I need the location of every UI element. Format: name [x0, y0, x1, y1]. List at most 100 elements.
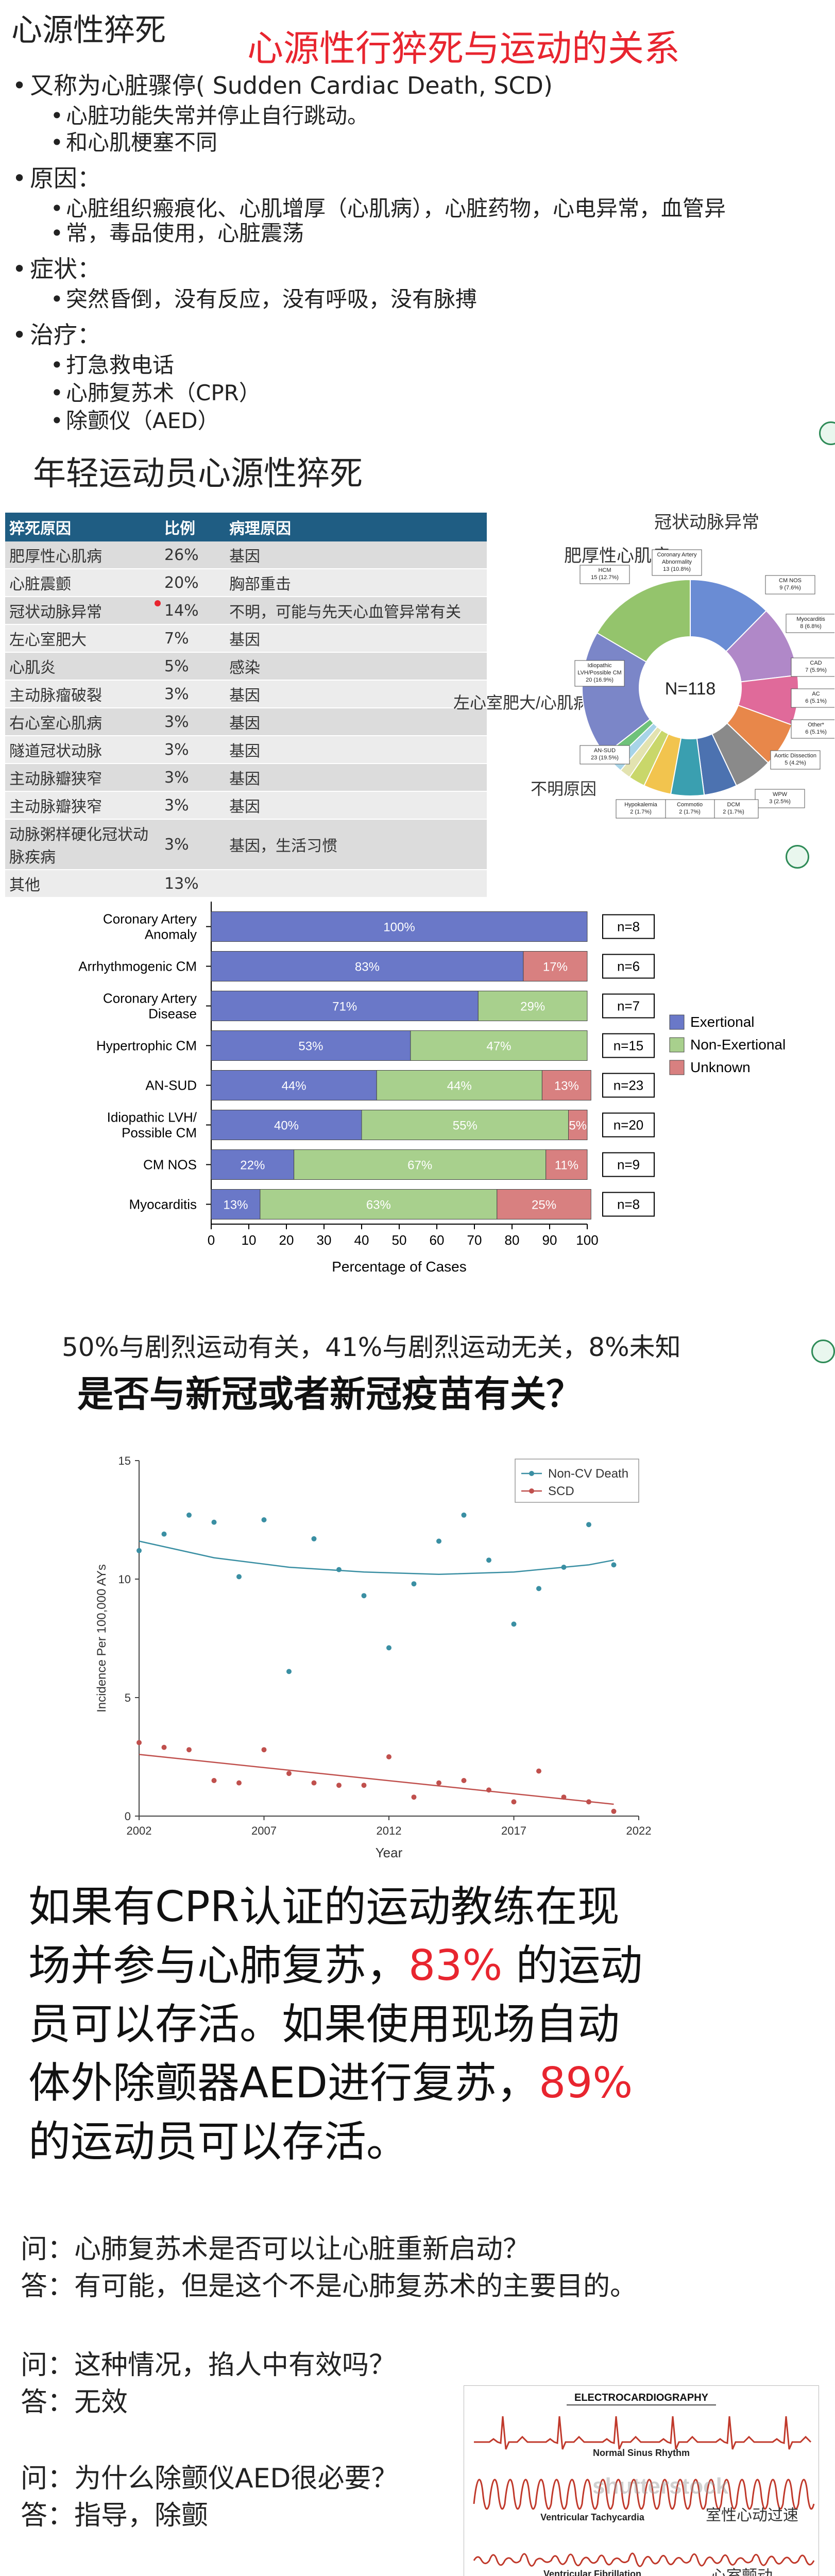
- cell: 肥厚性心肌病: [5, 541, 160, 569]
- x-tick-label: 2002: [127, 1824, 152, 1837]
- x-tick-label: 30: [317, 1232, 332, 1248]
- cell: 右心室心肌病: [5, 708, 160, 736]
- stacked-bar-chart: 0 10 20 30 40 50 60 70 80 90 100 Percentage of Case…: [78, 902, 786, 1275]
- scatter-point: [137, 1548, 142, 1553]
- pie-label-text: DCM: [727, 802, 740, 808]
- pie-label-text: 23 (19.5%): [591, 755, 619, 761]
- cpr-line: 场并参与心肺复苏，83% 的运动: [28, 1937, 832, 1995]
- red-dot-marker: [155, 600, 161, 606]
- pie-label-text: 7 (5.9%): [805, 667, 827, 673]
- legend-label: SCD: [548, 1484, 574, 1498]
- y-tick-label: 0: [125, 1810, 131, 1823]
- cpr-line: 体外除颤器AED进行复苏，89%: [28, 2054, 832, 2113]
- pie-label-text: Abnormality: [662, 559, 692, 565]
- scatter-point: [561, 1565, 567, 1570]
- cell: 20%: [160, 569, 225, 597]
- n-label: n=9: [617, 1157, 640, 1173]
- scatter-point: [261, 1747, 267, 1753]
- column-header: 猝死原因: [5, 513, 160, 541]
- n-label: n=20: [614, 1117, 644, 1133]
- bar-data-label: 5%: [569, 1119, 587, 1133]
- ecg-row-label: Ventricular Fibrillation: [543, 2569, 641, 2576]
- pie-label-text: HCM: [598, 567, 611, 573]
- bar-segment: [568, 1110, 588, 1140]
- qa-answer: 答：有可能，但是这个不是心肺复苏术的主要目的。: [21, 2271, 637, 2302]
- table-row: 动脉粥样硬化冠状动脉疾病 3% 基因，生活习惯: [5, 819, 487, 870]
- category-label: AN-SUD: [145, 1078, 197, 1093]
- bar-data-label: 17%: [543, 960, 568, 974]
- trend-line: [139, 1754, 614, 1805]
- pie-center-label: N=118: [665, 679, 716, 699]
- x-tick-label: 2017: [501, 1824, 526, 1837]
- cpr-line: 员可以存活。如果使用现场自动: [28, 2000, 620, 2049]
- pie-label-text: Coronary Artery: [657, 552, 697, 558]
- cell: 3%: [160, 791, 225, 820]
- table-row: 主动脉瘤破裂 3% 基因: [5, 680, 487, 708]
- ecg-trace-vf: [473, 2552, 815, 2567]
- cell: 心脏震颤: [5, 569, 160, 597]
- cell: 14%: [160, 597, 225, 625]
- y-axis-label: Incidence Per 100,000 AYs: [95, 1564, 109, 1713]
- pie-handwritten-left: 肥厚性心肌病: [564, 546, 669, 566]
- bar-data-label: 44%: [282, 1079, 306, 1093]
- column-header: 病理原因: [225, 513, 487, 541]
- pie-label-text: 9 (7.6%): [779, 585, 801, 591]
- cpr-line: 如果有CPR认证的运动教练在现: [28, 1883, 620, 1931]
- scatter-point: [161, 1531, 167, 1537]
- pie-chart: 冠状动脉异常 肥厚性心肌病 左心室肥大/心肌病 不明原因 N=118 HCM15…: [453, 513, 834, 819]
- scatter-point: [336, 1567, 342, 1572]
- table-row: 冠状动脉异常 14% 不明，可能与先天心血管异常有关: [5, 597, 487, 625]
- pie-label-text: Hypokalemia: [624, 802, 657, 808]
- slide-nav-icon[interactable]: [819, 421, 835, 445]
- trend-line: [139, 1540, 614, 1575]
- pie-label-box: [616, 799, 666, 819]
- bar-segment: [523, 951, 588, 981]
- pie-label-box: [770, 750, 821, 770]
- category-label: Anomaly: [145, 927, 197, 942]
- x-tick-label: 20: [279, 1232, 294, 1248]
- cell: 基因: [225, 541, 487, 569]
- bar-data-label: 25%: [532, 1198, 556, 1212]
- cell: 主动脉瓣狭窄: [5, 764, 160, 792]
- cell: 隧道冠状动脉: [5, 736, 160, 764]
- bar-data-label: 53%: [298, 1040, 323, 1054]
- pie-label-box: [580, 565, 630, 584]
- n-label: n=8: [617, 1197, 640, 1212]
- sub-bullet: 突然昏倒，没有反应，没有呼吸，没有脉搏: [50, 286, 477, 312]
- scatter-point: [411, 1794, 417, 1800]
- scatter-point: [236, 1574, 242, 1580]
- qa-answer: 答：指导，除颤: [21, 2500, 209, 2531]
- young-athletes-title: 年轻运动员心源性猝死: [33, 455, 363, 493]
- scatter-point: [461, 1512, 467, 1518]
- scatter-point: [361, 1593, 367, 1599]
- x-tick-label: 2012: [377, 1824, 402, 1837]
- pie-label-text: AC: [812, 691, 820, 697]
- bar-data-label: 11%: [555, 1159, 578, 1173]
- cell: 心肌炎: [5, 652, 160, 681]
- bar-segment: [294, 1149, 547, 1180]
- pie-label-box: [652, 549, 702, 576]
- pie-label-box: [791, 688, 834, 708]
- pie-label-box: [791, 657, 834, 677]
- pie-label-text: Commotio: [677, 802, 703, 808]
- pie-handwritten-left2: 左心室肥大/心肌病: [453, 693, 590, 712]
- pie-label-text: Aortic Dissection: [774, 753, 816, 759]
- x-tick-label: 50: [392, 1232, 407, 1248]
- table-row: 主动脉瓣狭窄 3% 基因: [5, 791, 487, 820]
- sub-bullet: 心脏组织瘢痕化、心肌增厚（心肌病），心脏药物，心电异常，血管异: [50, 196, 726, 222]
- cpr-text: 体外除颤器AED进行复苏，: [28, 2059, 539, 2108]
- scatter-point: [161, 1744, 167, 1750]
- bar-segment: [478, 991, 588, 1021]
- cpr-text: 的运动: [502, 1941, 643, 1990]
- scatter-point: [386, 1754, 391, 1759]
- scatter-point: [137, 1740, 142, 1745]
- ecg-illustration: ELECTROCARDIOGRAPHY Normal Sinus Rhythm …: [464, 2385, 819, 2576]
- pie-label-box: [791, 719, 834, 739]
- qa-question: 问：这种情况，掐人中有效吗？: [21, 2350, 396, 2381]
- slide-nav-icon[interactable]: [811, 1340, 835, 1363]
- bar-segment: [497, 1189, 591, 1219]
- bullet-scd: 又称为心脏骤停( Sudden Cardiac Death, SCD): [12, 71, 553, 100]
- n-label: n=23: [614, 1078, 644, 1093]
- bar-data-label: 13%: [554, 1079, 579, 1093]
- slide-nav-icon[interactable]: [786, 845, 809, 869]
